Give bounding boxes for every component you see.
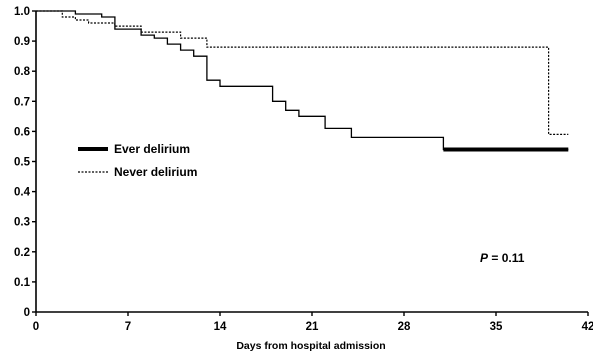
legend: Ever delirium Never delirium	[78, 142, 197, 179]
p-value-symbol: P	[480, 251, 489, 265]
y-tick-label: 0.5	[14, 157, 31, 169]
x-tick-label: 7	[125, 321, 131, 333]
series-line-never-delirium	[36, 10, 569, 135]
x-tick-label: 14	[214, 321, 227, 333]
y-tick-label: 0.1	[14, 277, 31, 289]
x-tick-label: 21	[306, 321, 319, 333]
series-line-ever-delirium	[36, 10, 569, 151]
p-value-text: = 0.11	[488, 251, 525, 265]
legend-label-never-delirium: Never delirium	[114, 165, 197, 179]
axes: 0 0.1 0.2 0.3 0.4 0.5 0.6 0.7 0.8 0.9 1.0 0 7 14 21 28 3…	[14, 6, 593, 333]
x-tick-label: 42	[582, 321, 593, 333]
y-tick-label: 0.4	[14, 187, 31, 199]
y-tick-label: 1.0	[14, 6, 30, 18]
p-value-annotation: P = 0.11	[480, 251, 525, 265]
x-tick-label: 28	[398, 321, 411, 333]
y-tick-label: 0.9	[14, 36, 30, 48]
y-tick-label: 0	[24, 307, 30, 319]
y-tick-label: 0.3	[14, 217, 30, 229]
legend-label-ever-delirium: Ever delirium	[114, 142, 190, 156]
y-tick-label: 0.2	[14, 247, 30, 259]
y-tick-label: 0.7	[14, 96, 30, 108]
y-tick-label: 0.8	[14, 66, 31, 78]
series-layer	[36, 10, 569, 152]
y-tick-label: 0.6	[14, 126, 30, 138]
x-axis-title: Days from hospital admission	[236, 340, 385, 352]
x-tick-label: 0	[33, 321, 39, 333]
x-tick-label: 35	[490, 321, 503, 333]
